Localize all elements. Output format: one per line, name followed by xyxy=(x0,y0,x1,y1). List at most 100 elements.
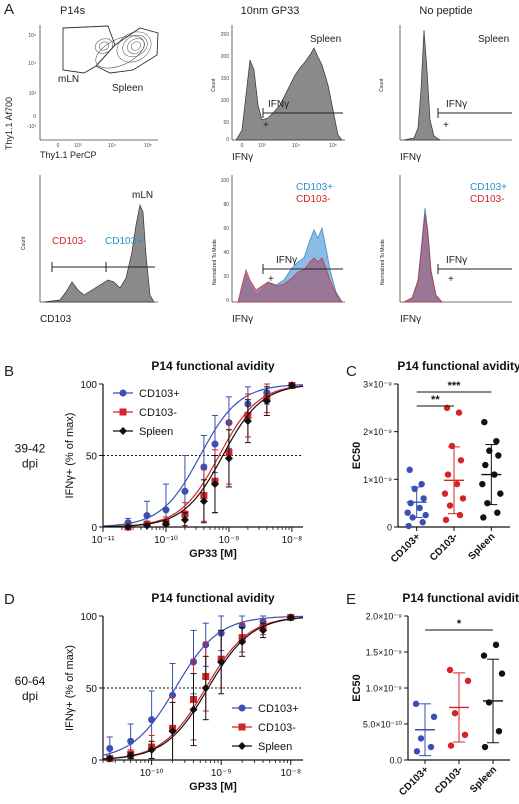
hist-x-label: CD103 xyxy=(40,314,72,325)
data-point xyxy=(143,512,151,520)
significance-label: ** xyxy=(431,394,440,406)
data-point xyxy=(430,713,438,720)
group-CD103+ xyxy=(412,700,438,757)
hist-ytick: 150 xyxy=(221,76,230,82)
data-point xyxy=(497,490,504,497)
data-point xyxy=(405,522,412,530)
hist-xtick: 10⁴ xyxy=(292,143,300,149)
hist-y-label: Count xyxy=(379,78,385,92)
panel-letter-d: D xyxy=(4,591,15,608)
group-CD103- xyxy=(441,404,467,524)
x-tick-label: 10⁻¹¹ xyxy=(91,535,115,546)
y-tick-label: 2×10⁻⁹ xyxy=(363,427,392,437)
data-point xyxy=(143,521,152,530)
y-tick-label: 1.0×10⁻⁹ xyxy=(366,684,403,694)
significance-label: *** xyxy=(448,380,462,392)
data-point xyxy=(211,440,219,448)
legend-label: CD103- xyxy=(139,407,177,419)
hist-gray-fill xyxy=(235,47,343,141)
x-tick-label: Spleen xyxy=(466,531,497,562)
data-point xyxy=(484,499,491,507)
hist-x-label: IFNγ xyxy=(232,152,253,163)
data-point xyxy=(446,502,454,509)
data-point xyxy=(180,515,189,524)
data-point xyxy=(106,744,114,752)
dot-xtick: 10⁴ xyxy=(108,143,116,149)
dot-xtick: 0 xyxy=(57,143,60,149)
data-point xyxy=(210,480,219,489)
data-point xyxy=(451,710,459,717)
data-point xyxy=(418,480,425,488)
data-point xyxy=(409,514,416,521)
data-point xyxy=(459,495,467,502)
data-point xyxy=(259,626,268,635)
ifng-gate-label: IFNγ xyxy=(268,99,289,110)
gate-label-mln: mLN xyxy=(58,74,79,85)
hist-ytick: 100 xyxy=(221,178,230,184)
plus-marker: + xyxy=(443,120,449,131)
legend-label: CD103- xyxy=(258,722,296,734)
data-point xyxy=(461,731,469,738)
data-point xyxy=(455,409,463,416)
hist-nopep-overlay: Normalized To Mode CD103+ CD103- IFNγ + … xyxy=(380,175,512,325)
series-CD103- xyxy=(103,381,304,531)
data-point xyxy=(147,745,156,754)
hist-red-fill xyxy=(403,213,443,303)
title-p14s: P14s xyxy=(60,5,86,17)
y-tick-label: 1×10⁻⁹ xyxy=(363,475,392,485)
label-cd103-neg: CD103- xyxy=(296,194,330,205)
x-tick-label: 10⁻⁸ xyxy=(282,535,303,546)
x-axis-label: GP33 [M] xyxy=(189,548,237,560)
ifng-gate-label: IFNγ xyxy=(446,99,467,110)
hist-ytick: 200 xyxy=(221,54,230,60)
tag-spleen: Spleen xyxy=(310,34,341,45)
data-point xyxy=(238,637,247,646)
hist-gp33-overlay: Normalized To Mode 100 80 60 40 20 0 CD1… xyxy=(212,175,345,325)
data-point xyxy=(286,613,295,622)
data-point xyxy=(480,652,488,659)
legend-marker xyxy=(238,723,246,731)
data-point xyxy=(419,519,426,526)
x-tick-label: Spleen xyxy=(468,764,499,795)
data-point xyxy=(492,641,500,648)
data-point xyxy=(422,511,429,519)
hist-yticks: 100 80 60 40 20 0 xyxy=(221,178,230,304)
label-cd103-pos: CD103+ xyxy=(296,182,333,193)
data-point xyxy=(127,737,135,745)
hist-ytick: 0 xyxy=(226,298,229,304)
x-axis-label: GP33 [M] xyxy=(189,781,237,793)
significance-label: * xyxy=(457,618,462,630)
data-point xyxy=(200,463,208,471)
legend-marker xyxy=(119,427,127,435)
chart-title: P14 functional avidity xyxy=(151,359,275,373)
y-tick-label: 5.0×10⁻¹⁰ xyxy=(363,720,403,730)
data-point xyxy=(498,670,506,677)
x-tick-label: 10⁻⁸ xyxy=(280,768,301,779)
group-Spleen xyxy=(479,418,504,521)
data-point xyxy=(493,438,500,445)
hist-xtick: 10³ xyxy=(258,143,266,149)
label-cd103-pos: CD103+ xyxy=(105,236,142,247)
group-CD103+ xyxy=(404,466,429,530)
y-tick-label: 0 xyxy=(91,756,97,767)
hist-y-label: Normalized To Mode xyxy=(380,239,386,285)
dot-x-ticks: 0 10³ 10⁴ 10⁵ xyxy=(57,143,152,149)
hist-xtick: 10⁵ xyxy=(329,143,337,149)
data-point xyxy=(444,471,452,478)
gate-label-spleen: Spleen xyxy=(112,83,143,94)
data-point xyxy=(453,480,461,488)
data-point xyxy=(148,716,156,724)
tag-mln: mLN xyxy=(132,190,153,201)
data-point xyxy=(416,504,423,512)
dot-ytick: -10³ xyxy=(27,124,36,130)
chart-title: P14 functional avidity xyxy=(397,359,519,373)
dot-ytick: 0 xyxy=(33,114,36,120)
data-point xyxy=(448,442,456,450)
y-tick-label: 100 xyxy=(80,380,97,391)
y-tick-label: 100 xyxy=(80,612,97,623)
data-point xyxy=(417,735,425,742)
legend-marker xyxy=(119,389,127,397)
panel-letter-e: E xyxy=(346,591,356,608)
